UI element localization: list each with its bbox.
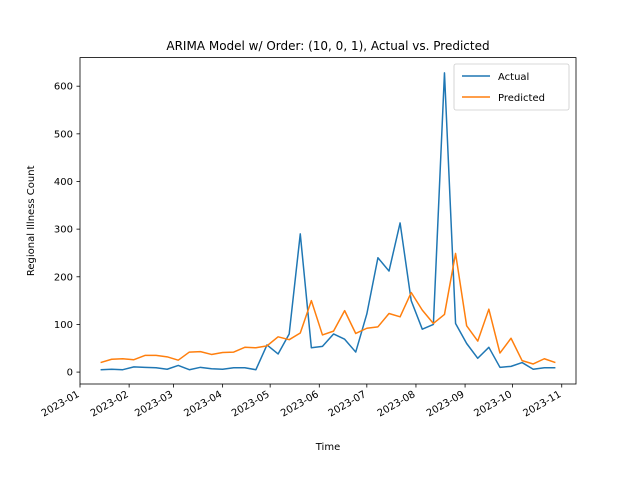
plot-frame xyxy=(79,57,577,385)
y-tick-label: 100 xyxy=(54,320,73,331)
y-axis: 0 100 200 300 400 500 600 xyxy=(54,82,80,379)
legend-label-actual: Actual xyxy=(498,72,529,83)
chart-title: ARIMA Model w/ Order: (10, 0, 1), Actual… xyxy=(166,39,489,53)
legend-label-predicted: Predicted xyxy=(498,93,545,104)
y-tick-label: 300 xyxy=(54,225,73,236)
y-tick-label: 400 xyxy=(54,177,73,188)
legend: Actual Predicted xyxy=(453,63,570,111)
series-line-actual xyxy=(100,72,556,371)
x-axis-label: Time xyxy=(315,442,340,453)
y-tick-label: 600 xyxy=(54,82,73,93)
series-layer xyxy=(100,72,556,371)
y-tick-label: 0 xyxy=(67,368,73,379)
y-tick-label: 200 xyxy=(54,272,73,283)
y-tick-label: 500 xyxy=(54,129,73,140)
series-line-predicted xyxy=(100,252,556,365)
y-axis-label: Regional Illness Count xyxy=(26,165,37,276)
